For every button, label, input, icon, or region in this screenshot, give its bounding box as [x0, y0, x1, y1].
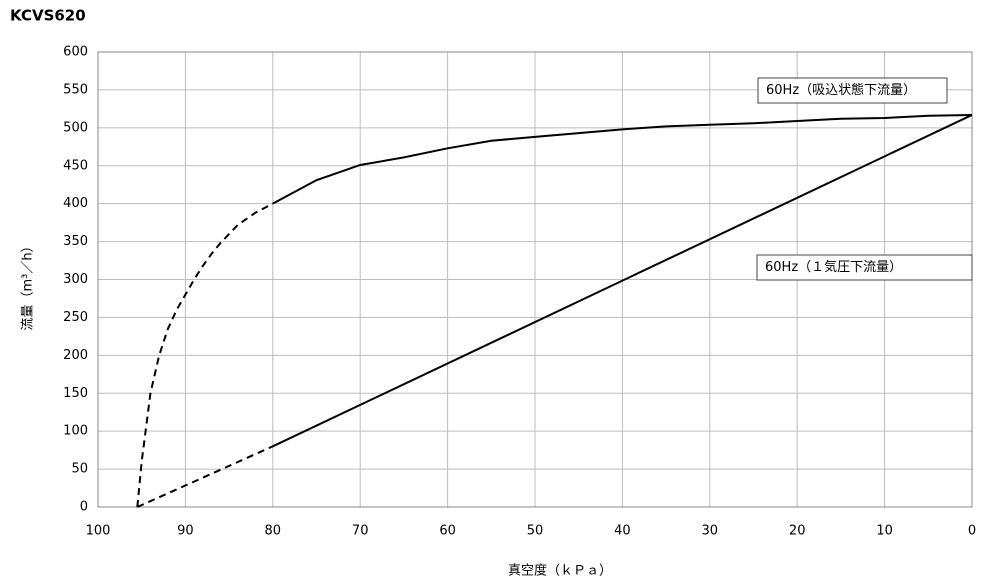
- y-tick-label: 400: [63, 196, 88, 211]
- x-tick-label: 60: [439, 524, 456, 539]
- y-tick-label: 500: [63, 120, 88, 135]
- x-tick-label: 50: [527, 524, 544, 539]
- y-tick-label: 50: [71, 462, 88, 477]
- x-tick-label: 70: [352, 524, 369, 539]
- x-tick-label: 100: [86, 524, 111, 539]
- annotation-box: [757, 77, 948, 104]
- y-tick-label: 250: [63, 310, 88, 325]
- y-tick-label: 450: [63, 158, 88, 173]
- y-tick-label: 550: [63, 82, 88, 97]
- y-axis-label: 流量（m³／h）: [21, 239, 36, 330]
- chart-title: KCVS620: [10, 7, 86, 25]
- y-tick-label: 350: [63, 234, 88, 249]
- y-tick-label: 300: [63, 272, 88, 287]
- x-tick-label: 0: [968, 524, 976, 539]
- curve: [136, 202, 274, 508]
- annotation: 60Hz（１気圧下流量）: [765, 259, 902, 275]
- y-tick-label: 0: [80, 500, 88, 515]
- annotation: 60Hz（吸込状態下流量）: [766, 82, 916, 98]
- x-tick-label: 30: [702, 524, 719, 539]
- curve: [272, 113, 973, 205]
- x-tick-label: 90: [177, 524, 194, 539]
- x-tick-label: 40: [614, 524, 631, 539]
- x-tick-label: 80: [265, 524, 282, 539]
- x-tick-label: 20: [789, 524, 806, 539]
- y-tick-label: 200: [63, 348, 88, 363]
- annotation-box: [756, 254, 973, 281]
- y-tick-label: 100: [63, 424, 88, 439]
- x-tick-label: 10: [876, 524, 893, 539]
- y-tick-label: 600: [63, 45, 88, 60]
- curve: [136, 445, 274, 508]
- curve: [272, 114, 973, 448]
- y-tick-label: 150: [63, 386, 88, 401]
- x-axis-label: 真空度（ｋＰａ）: [508, 563, 612, 579]
